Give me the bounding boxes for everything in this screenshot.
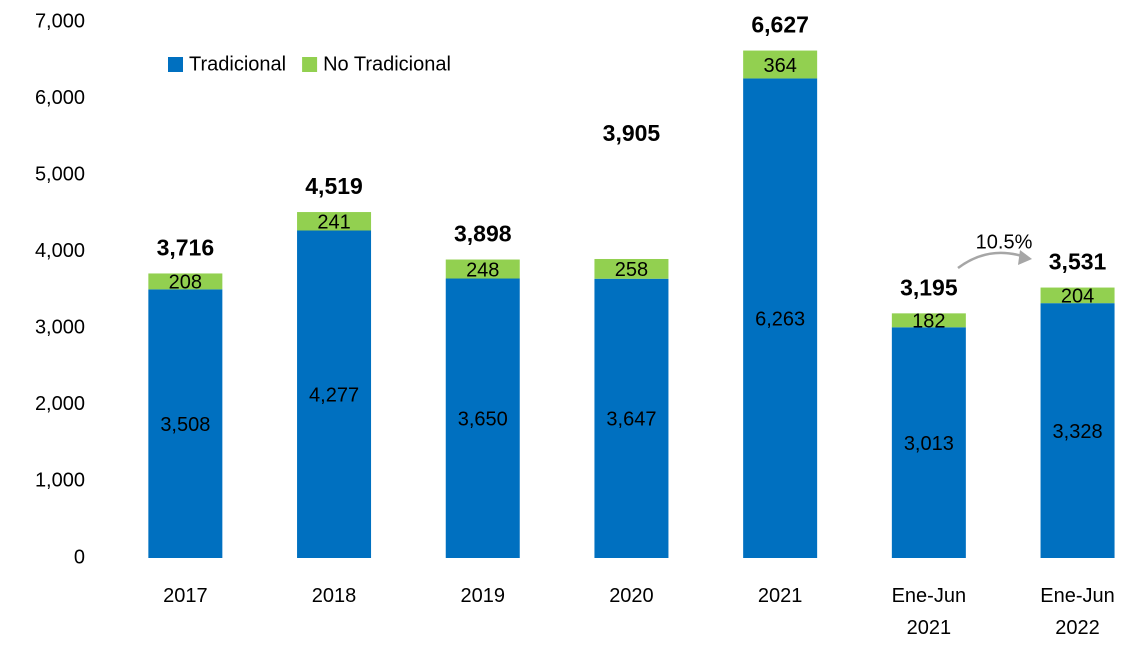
annotation: 10.5% <box>976 231 1033 253</box>
x-tick-label: 2018 <box>311 585 357 607</box>
bar-segment <box>148 273 223 290</box>
data-label: 182 <box>912 311 945 333</box>
bar-segment <box>891 327 966 558</box>
data-label: 4,277 <box>309 385 359 407</box>
legend-swatch <box>302 57 318 72</box>
data-label: 208 <box>169 272 202 294</box>
data-label: 364 <box>763 55 796 77</box>
bar-segment <box>594 278 669 558</box>
total-label: 3,905 <box>603 120 661 146</box>
total-label: 3,898 <box>454 221 512 247</box>
data-label: 3,508 <box>160 414 210 436</box>
bar-segment <box>743 50 818 79</box>
bar-segment <box>445 278 520 558</box>
growth-arrow-head <box>1018 250 1032 265</box>
total-label: 6,627 <box>751 12 809 38</box>
y-tick-label: 2,000 <box>35 393 85 415</box>
data-label: 3,647 <box>606 409 656 431</box>
y-tick-label: 1,000 <box>35 470 85 492</box>
x-tick-label: Ene-Jun 2022 <box>1040 585 1115 639</box>
legend-label: No Tradicional <box>323 53 451 75</box>
data-label: 6,263 <box>755 308 805 330</box>
y-tick-label: 3,000 <box>35 317 85 339</box>
data-label: 3,013 <box>904 433 954 455</box>
x-tick-label: 2020 <box>609 585 654 607</box>
x-tick-label: Ene-Jun 2021 <box>891 585 967 639</box>
y-tick-label: 0 <box>74 546 85 568</box>
data-label: 258 <box>615 259 648 281</box>
bar-segment <box>297 212 372 231</box>
bar-segment <box>445 259 520 279</box>
total-label: 3,195 <box>900 274 958 300</box>
legend-label: Tradicional <box>189 53 286 75</box>
data-label: 248 <box>466 259 499 281</box>
x-tick-label: 2017 <box>163 585 208 607</box>
bar-segment <box>1040 303 1115 558</box>
total-label: 3,531 <box>1049 249 1107 275</box>
total-label: 4,519 <box>305 173 363 199</box>
bar-segment <box>297 230 372 558</box>
data-label: 204 <box>1061 286 1094 308</box>
bar-segment <box>594 258 669 279</box>
bar-segment <box>1040 287 1115 304</box>
x-tick-label: 2019 <box>460 585 506 607</box>
bar-segment <box>891 313 966 328</box>
total-label: 3,716 <box>157 235 215 261</box>
y-tick-label: 6,000 <box>35 87 85 109</box>
data-label: 3,328 <box>1053 421 1103 443</box>
bar-segment <box>743 78 818 559</box>
y-tick-label: 5,000 <box>35 163 85 185</box>
data-label: 3,650 <box>458 409 508 431</box>
growth-arrow <box>957 251 1029 270</box>
legend-swatch <box>168 57 183 72</box>
x-tick-label: 2021 <box>757 585 803 607</box>
y-tick-label: 4,000 <box>35 240 85 262</box>
bar-segment <box>148 289 223 558</box>
y-tick-label: 7,000 <box>35 10 85 32</box>
data-label: 241 <box>317 212 350 234</box>
